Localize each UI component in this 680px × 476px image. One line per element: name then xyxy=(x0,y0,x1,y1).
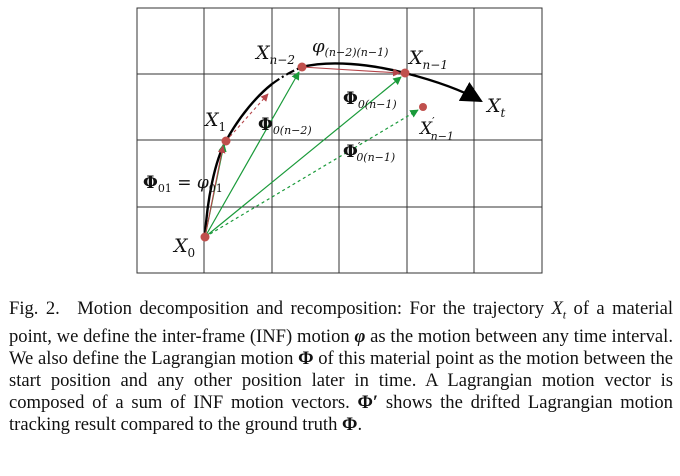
label-xn2: Xn−2 xyxy=(254,42,295,67)
lagrangian-arrow-0n1 xyxy=(204,76,402,238)
label-xn1-prime: X′ n−1 xyxy=(418,115,454,143)
figure-caption: Fig. 2. Motion decomposition and recompo… xyxy=(9,298,673,436)
inf-arrow-01 xyxy=(204,145,226,238)
inf-arrow-1-2 xyxy=(225,93,269,142)
figure-number: Fig. 2. xyxy=(9,298,60,319)
grid xyxy=(136,7,543,274)
trajectory-curve xyxy=(203,83,273,238)
caption-symbol-xt: Xt xyxy=(551,298,567,322)
label-Phi-0n1: Φ0(n−1) xyxy=(343,89,397,111)
caption-symbol-Phi-2: Φ xyxy=(342,413,358,435)
label-phi-n2-n1: φ(n−2)(n−1) xyxy=(312,36,388,59)
caption-part-2: of a material point, we define the inter… xyxy=(9,298,673,347)
caption-part-4: of this material point as the motion bet… xyxy=(9,347,673,413)
label-xt: Xt xyxy=(485,95,506,120)
caption-text: Fig. 2. Motion decomposition and recompo… xyxy=(9,298,673,436)
motion-diagram: X0 X1 Xn−2 Xn−1 Xt X′ n−1 φ(n−2)(n−1) Φ0(… xyxy=(136,7,543,274)
label-Phi-prime: Φ′ 0(n−1) xyxy=(343,140,395,164)
inf-arrow-n2-n1 xyxy=(301,66,401,77)
point-x1 xyxy=(221,136,231,146)
caption-symbol-phi: φ xyxy=(354,325,366,347)
caption-part-6: . xyxy=(357,413,363,435)
label-x1: X1 xyxy=(203,109,226,134)
motion-diagram-svg: X0 X1 Xn−2 Xn−1 Xt X′ n−1 φ(n−2)(n−1) Φ0(… xyxy=(136,7,543,274)
point-xn2 xyxy=(297,62,307,72)
lagrangian-arrow-0n2 xyxy=(204,71,300,238)
caption-part-1: Motion decomposition and recomposition: … xyxy=(77,298,552,319)
label-Phi01-eq-phi01: Φ01 = φ01 xyxy=(143,173,223,195)
lagrangian-arrow-drifted xyxy=(204,109,419,238)
caption-symbol-Phi: Φ xyxy=(298,347,314,369)
caption-symbol-Phi-prime: Φ′ xyxy=(357,391,379,413)
trajectory-gap xyxy=(271,65,303,85)
caption-part-3: as the motion between any time interval.… xyxy=(9,325,673,369)
caption-part-5: shows the drifted Lagrangian motion trac… xyxy=(9,391,673,435)
label-x0: X0 xyxy=(172,235,195,260)
label-Phi-0n2: Φ0(n−2) xyxy=(258,115,312,137)
label-xn1: Xn−1 xyxy=(407,47,448,72)
point-x0 xyxy=(200,232,210,242)
point-xn1-prime xyxy=(419,103,427,111)
point-xn1 xyxy=(400,68,410,78)
